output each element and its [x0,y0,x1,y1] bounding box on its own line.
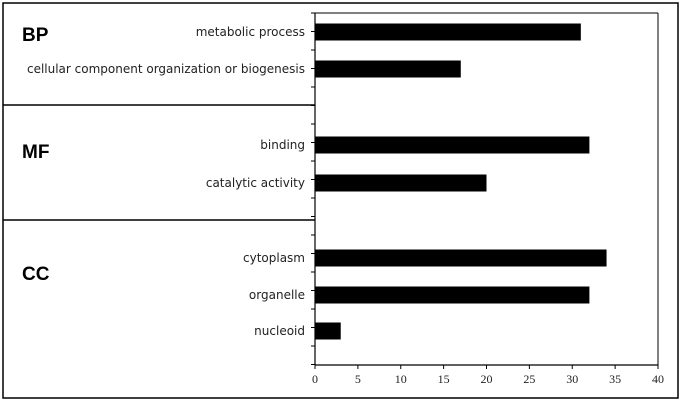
category-label: metabolic process [196,25,305,39]
category-labels: BP metabolic process cellular component or… [22,25,305,338]
bar-nucleoid [315,322,341,340]
group-label-mf: MF [22,142,49,163]
category-label: catalytic activity [206,176,305,190]
bar-cytoplasm [315,249,607,267]
x-tick-label: 5 [355,372,361,386]
x-tick-label: 20 [481,372,493,386]
category-label: cellular component organization or bioge… [27,62,305,76]
category-label: nucleoid [254,324,305,338]
x-tick-label: 40 [652,372,664,386]
bars [315,23,607,340]
group-separators [3,104,315,221]
bar-cellular-component-organization-or-biogenesis [315,60,461,78]
x-tick-label: 30 [566,372,578,386]
group-label-cc: CC [22,264,50,285]
bar-organelle [315,286,590,304]
x-tick-label: 0 [312,372,318,386]
x-ticks: 0 5 10 15 20 25 30 35 40 [312,365,664,386]
category-label: binding [260,138,305,152]
bar-catalytic-activity [315,174,487,192]
x-tick-label: 25 [523,372,535,386]
bar-binding [315,136,590,154]
category-label: organelle [249,288,305,302]
group-label-bp: BP [22,25,49,46]
category-label: cytoplasm [243,251,305,265]
x-tick-label: 10 [395,372,407,386]
x-tick-label: 35 [609,372,621,386]
x-tick-label: 15 [438,372,450,386]
bar-metabolic-process [315,23,581,41]
